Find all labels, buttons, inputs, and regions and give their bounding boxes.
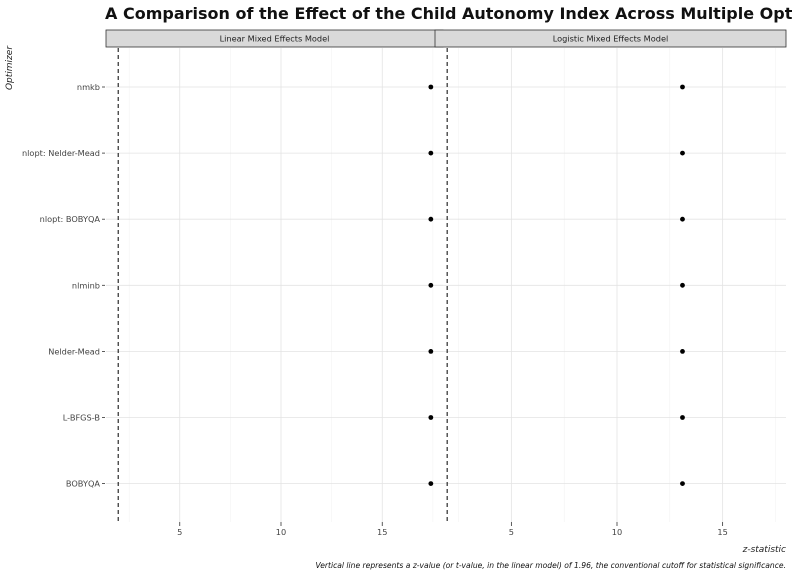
y-tick-label: Nelder-Mead [48, 346, 100, 356]
x-tick-label: 15 [717, 527, 727, 537]
x-tick-label: 5 [177, 527, 182, 537]
y-tick-label: nlopt: Nelder-Mead [22, 148, 100, 158]
y-axis-title: Optimizer [5, 45, 15, 90]
data-point [428, 216, 434, 222]
data-point [428, 150, 434, 156]
y-tick-label: L-BFGS-B [63, 413, 101, 423]
panel-strip-label-2: Logistic Mixed Effects Model [553, 34, 669, 44]
panel-strip-label-1: Linear Mixed Effects Model [220, 34, 330, 44]
chart-title: A Comparison of the Effect of the Child … [105, 4, 792, 23]
x-tick-label: 15 [377, 527, 387, 537]
y-tick-label: nlopt: BOBYQA [40, 214, 101, 224]
x-tick-label: 10 [612, 527, 622, 537]
data-point [680, 216, 685, 222]
x-tick-label: 10 [276, 527, 286, 537]
y-tick-label: nlminb [72, 280, 100, 290]
data-point [428, 481, 434, 486]
x-tick-label: 5 [509, 527, 514, 537]
data-point [680, 349, 685, 354]
plot-area: Linear Mixed Effects Model 5 10 15 Logistic … [22, 29, 787, 537]
y-tick-label: nmkb [77, 82, 100, 92]
data-point [428, 84, 434, 90]
data-point [428, 349, 434, 354]
data-point [428, 415, 434, 420]
data-point [680, 84, 685, 90]
data-point [680, 282, 685, 288]
data-point [428, 282, 434, 288]
y-tick-label: BOBYQA [66, 479, 101, 489]
chart-caption: Vertical line represents a z-value (or t… [315, 561, 786, 570]
x-axis-title: z-statistic [742, 545, 786, 555]
panel-strip-2 [434, 29, 787, 48]
data-point [680, 481, 685, 486]
data-point [680, 415, 685, 420]
data-point [680, 150, 685, 156]
